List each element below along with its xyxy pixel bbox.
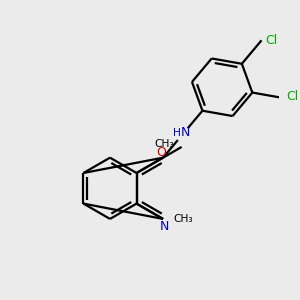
- Text: O: O: [157, 146, 166, 159]
- Text: CH₃: CH₃: [154, 139, 174, 149]
- Text: Cl: Cl: [265, 34, 278, 47]
- Text: Cl: Cl: [286, 90, 298, 103]
- Text: N: N: [181, 126, 190, 139]
- Text: H: H: [173, 128, 181, 138]
- Text: CH₃: CH₃: [174, 214, 194, 224]
- Text: N: N: [160, 220, 169, 233]
